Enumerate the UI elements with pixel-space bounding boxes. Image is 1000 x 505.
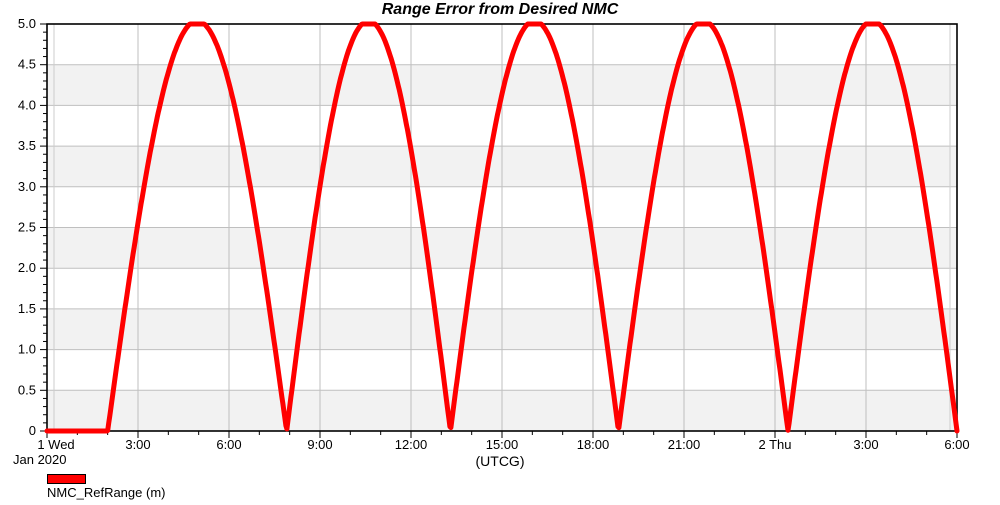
svg-text:1.5: 1.5 [18,301,36,316]
svg-text:1.0: 1.0 [18,342,36,357]
svg-text:3.5: 3.5 [18,138,36,153]
svg-text:1 Wed: 1 Wed [37,437,74,452]
svg-text:2 Thu: 2 Thu [758,437,791,452]
svg-text:4.0: 4.0 [18,97,36,112]
svg-text:6:00: 6:00 [216,437,241,452]
svg-text:3:00: 3:00 [125,437,150,452]
svg-text:3:00: 3:00 [853,437,878,452]
svg-text:0.5: 0.5 [18,382,36,397]
svg-text:4.5: 4.5 [18,57,36,72]
svg-text:2.5: 2.5 [18,220,36,235]
svg-text:12:00: 12:00 [395,437,428,452]
svg-text:21:00: 21:00 [668,437,701,452]
svg-text:3.0: 3.0 [18,179,36,194]
svg-text:15:00: 15:00 [486,437,519,452]
svg-text:18:00: 18:00 [577,437,610,452]
svg-text:2.0: 2.0 [18,260,36,275]
svg-text:0: 0 [29,423,36,438]
svg-text:6:00: 6:00 [944,437,969,452]
svg-text:9:00: 9:00 [307,437,332,452]
